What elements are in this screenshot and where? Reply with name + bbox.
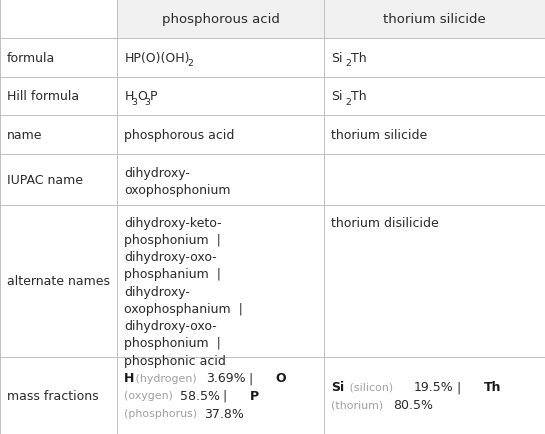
Text: dihydroxy-: dihydroxy- <box>124 285 190 298</box>
Text: phosphanium  |: phosphanium | <box>124 268 221 281</box>
Text: Th: Th <box>351 52 367 65</box>
Text: formula: formula <box>7 52 56 65</box>
Text: O: O <box>137 90 147 103</box>
Text: 58.5%: 58.5% <box>180 389 220 402</box>
Text: |: | <box>241 372 261 385</box>
Text: phosphorous acid: phosphorous acid <box>162 13 280 26</box>
Text: |: | <box>449 380 469 393</box>
Text: phosphorous acid: phosphorous acid <box>124 129 235 142</box>
Text: dihydroxy-keto-: dihydroxy-keto- <box>124 216 222 229</box>
Bar <box>324 0 545 39</box>
Text: 2: 2 <box>187 59 193 68</box>
Text: Si: Si <box>331 380 344 393</box>
Text: O: O <box>276 372 286 385</box>
Text: dihydroxy-oxo-: dihydroxy-oxo- <box>124 250 217 263</box>
Text: Th: Th <box>484 380 501 393</box>
Text: oxophosphanium  |: oxophosphanium | <box>124 302 243 315</box>
Text: P: P <box>250 389 259 402</box>
Text: Hill formula: Hill formula <box>7 90 79 103</box>
Bar <box>117 0 324 39</box>
Text: (hydrogen): (hydrogen) <box>132 373 200 383</box>
Text: (phosphorus): (phosphorus) <box>124 408 201 418</box>
Text: Si: Si <box>331 90 343 103</box>
Text: 19.5%: 19.5% <box>414 380 454 393</box>
Text: thorium silicide: thorium silicide <box>331 129 428 142</box>
Text: alternate names: alternate names <box>7 275 110 288</box>
Text: HP(O)(OH): HP(O)(OH) <box>124 52 190 65</box>
Text: dihydroxy-oxo-: dihydroxy-oxo- <box>124 319 217 332</box>
Text: 2: 2 <box>346 59 351 68</box>
Text: name: name <box>7 129 43 142</box>
Text: thorium disilicide: thorium disilicide <box>331 216 439 229</box>
Text: 3.69%: 3.69% <box>205 372 245 385</box>
Text: (silicon): (silicon) <box>347 382 397 392</box>
Text: 80.5%: 80.5% <box>393 398 433 411</box>
Text: phosphonium  |: phosphonium | <box>124 233 221 247</box>
Text: IUPAC name: IUPAC name <box>7 174 83 187</box>
Text: Th: Th <box>351 90 367 103</box>
Text: (oxygen): (oxygen) <box>124 391 177 401</box>
Text: H: H <box>124 90 134 103</box>
Text: 2: 2 <box>346 98 351 107</box>
Text: 3: 3 <box>131 98 137 107</box>
Text: P: P <box>150 90 158 103</box>
Text: phosphonic acid: phosphonic acid <box>124 354 226 367</box>
Text: 37.8%: 37.8% <box>204 407 244 420</box>
Text: thorium silicide: thorium silicide <box>383 13 486 26</box>
Text: |: | <box>215 389 235 402</box>
Text: dihydroxy-
oxophosphonium: dihydroxy- oxophosphonium <box>124 167 231 197</box>
Text: phosphonium  |: phosphonium | <box>124 337 221 350</box>
Text: 3: 3 <box>144 98 150 107</box>
Text: H: H <box>124 372 135 385</box>
Text: mass fractions: mass fractions <box>7 389 99 402</box>
Text: (thorium): (thorium) <box>331 399 387 409</box>
Text: Si: Si <box>331 52 343 65</box>
